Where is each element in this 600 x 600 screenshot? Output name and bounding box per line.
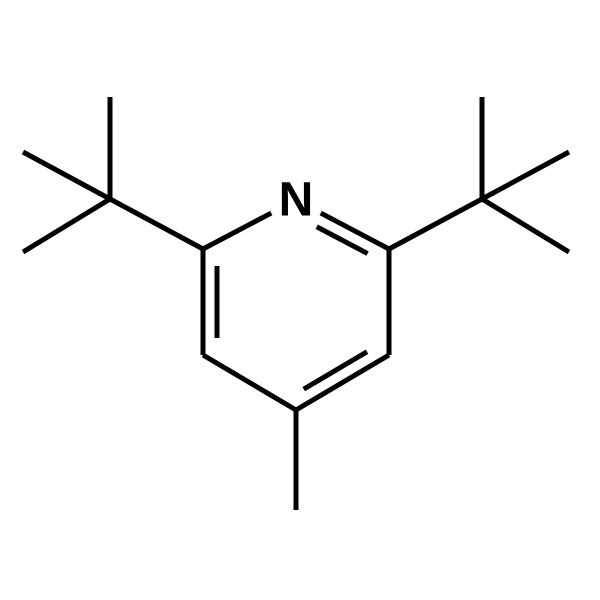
chemical-structure: N [0,0,600,600]
atom-label-N: N [279,174,314,227]
